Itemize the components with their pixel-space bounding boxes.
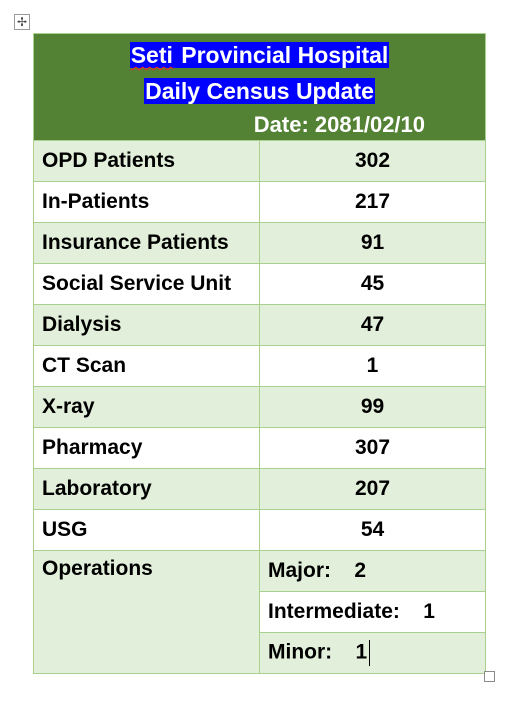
hospital-name-first-word: Seti (129, 42, 174, 68)
row-label: OPD Patients (33, 140, 260, 182)
table-row: X-ray 99 (33, 386, 487, 428)
row-label: X-ray (33, 386, 260, 428)
operations-intermediate: Intermediate: 1 (258, 591, 487, 633)
census-table: Seti Provincial Hospital Daily Census Up… (32, 33, 487, 674)
operations-row: Operations Major: 2 (33, 550, 487, 674)
row-value: 307 (258, 427, 487, 469)
table-resize-handle-icon[interactable] (484, 671, 495, 682)
table-move-handle-icon[interactable]: ✢ (14, 14, 30, 30)
table-header-cell: Seti Provincial Hospital Daily Census Up… (32, 33, 487, 141)
operations-row: Intermediate: 1 (34, 591, 487, 633)
row-value: 91 (258, 222, 487, 264)
row-value: 47 (258, 304, 487, 346)
table-row: Laboratory 207 (33, 468, 487, 510)
row-label: Dialysis (33, 304, 260, 346)
row-label: CT Scan (33, 345, 260, 387)
report-title-text: Daily Census Update (144, 78, 375, 104)
table-row: USG 54 (33, 509, 487, 551)
row-label: Laboratory (33, 468, 260, 510)
operations-row: Minor: 1 (34, 632, 487, 674)
report-date: Date: 2081/02/10 (253, 112, 426, 137)
table-row: Insurance Patients 91 (33, 222, 487, 264)
row-value: 99 (258, 386, 487, 428)
operations-major: Major: 2 (258, 550, 487, 592)
report-title: Daily Census Update (34, 74, 485, 110)
table-row: Pharmacy 307 (33, 427, 487, 469)
row-label: Insurance Patients (33, 222, 260, 264)
table-row: Dialysis 47 (33, 304, 487, 346)
row-label: USG (33, 509, 260, 551)
row-value: 45 (258, 263, 487, 305)
hospital-name: Seti Provincial Hospital (34, 34, 485, 74)
text-cursor (369, 640, 371, 666)
hospital-name-rest: Provincial Hospital (173, 42, 390, 68)
operations-minor-cell[interactable]: Minor: 1 (258, 632, 487, 674)
operations-label: Operations (33, 550, 260, 674)
row-value: 217 (258, 181, 487, 223)
row-label: Pharmacy (33, 427, 260, 469)
row-label: In-Patients (33, 181, 260, 223)
table-row: Social Service Unit 45 (33, 263, 487, 305)
row-value: 207 (258, 468, 487, 510)
row-value: 1 (258, 345, 487, 387)
table-row: In-Patients 217 (33, 181, 487, 223)
table-row: CT Scan 1 (33, 345, 487, 387)
row-value: 302 (258, 140, 487, 182)
operations-minor: Minor: 1 (268, 640, 368, 664)
row-label: Social Service Unit (33, 263, 260, 305)
row-value: 54 (258, 509, 487, 551)
table-row: OPD Patients 302 (33, 140, 487, 182)
table-header-row: Seti Provincial Hospital Daily Census Up… (32, 33, 487, 141)
